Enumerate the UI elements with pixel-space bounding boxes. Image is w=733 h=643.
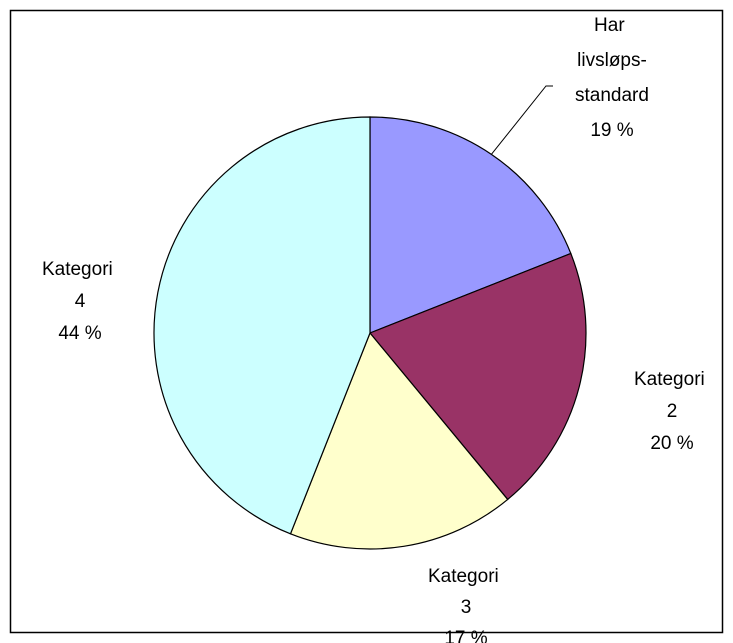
slice-label: Kategori 4 (42, 259, 118, 312)
slice-value-label: 20 % (650, 433, 693, 454)
slice-label-line: Har (594, 15, 630, 36)
pie-slice (369, 252, 587, 501)
slice-value-label: 19 % (590, 120, 633, 141)
slice-label: Har livsløps-standard (575, 15, 649, 106)
slice-label-line: 3 (461, 597, 472, 618)
slice-label-line: livsløps- (577, 50, 647, 71)
slice-label-line: Kategori (428, 566, 504, 587)
slice-label-line: 2 (667, 401, 678, 422)
pie-slice (153, 116, 371, 535)
slice-label-line: Kategori (634, 369, 710, 390)
slice-label-line: Kategori (42, 259, 118, 280)
slice-label-line: standard (575, 85, 649, 106)
slice-label-line: 4 (75, 291, 86, 312)
slice-value-label: 44 % (58, 323, 101, 344)
slice-label: Kategori 3 (428, 566, 504, 618)
slice-value-label: 17 % (444, 628, 487, 643)
slice-label: Kategori 2 (634, 369, 710, 422)
pie-slice (289, 331, 509, 550)
leader-line (491, 85, 553, 155)
